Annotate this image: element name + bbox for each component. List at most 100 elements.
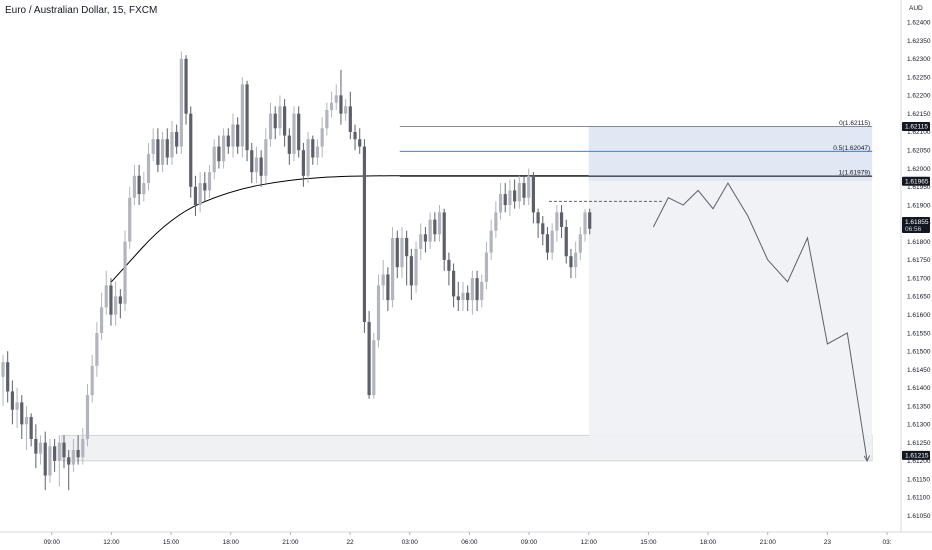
candle[interactable] [339,69,343,125]
candle[interactable] [320,117,324,158]
candle[interactable] [151,128,155,162]
candle[interactable] [268,102,273,147]
candle[interactable] [109,278,113,326]
candle[interactable] [254,146,259,184]
candle[interactable] [259,150,263,187]
candle[interactable] [24,406,29,450]
candle[interactable] [170,120,174,165]
candle[interactable] [245,80,249,162]
candle[interactable] [564,219,568,264]
candle[interactable] [95,322,99,377]
candle[interactable] [99,292,104,341]
candle[interactable] [329,91,334,118]
candle[interactable] [43,431,47,491]
candle[interactable] [222,128,226,169]
candle[interactable] [160,131,165,173]
candle[interactable] [6,351,10,403]
candle[interactable] [142,172,146,202]
candle[interactable] [283,99,287,147]
candle[interactable] [395,230,399,279]
candle[interactable] [362,139,367,333]
candle[interactable] [67,449,71,491]
candle[interactable] [71,438,76,472]
candle[interactable] [297,106,301,158]
candle[interactable] [344,99,348,121]
candle[interactable] [414,241,418,293]
candle[interactable] [76,435,80,465]
candle[interactable] [306,131,310,184]
candle[interactable] [104,270,108,315]
candle[interactable] [175,124,179,154]
candle[interactable] [456,281,460,312]
candle[interactable] [390,226,395,308]
candle[interactable] [503,183,507,213]
candle[interactable] [198,172,202,213]
candle[interactable] [193,175,198,216]
candle[interactable] [165,128,169,165]
candle[interactable] [442,208,446,271]
candle[interactable] [498,183,503,220]
candle[interactable] [461,281,465,312]
candle[interactable] [132,164,137,206]
candle[interactable] [428,212,432,249]
candle[interactable] [405,230,409,286]
candle[interactable] [90,354,94,403]
candle[interactable] [231,113,235,158]
candle[interactable] [15,387,19,428]
candle[interactable] [217,135,221,169]
candle[interactable] [531,172,535,224]
candle[interactable] [20,395,24,439]
candle[interactable] [466,285,470,312]
candle[interactable] [250,142,254,184]
candle[interactable] [475,270,479,312]
candle[interactable] [437,205,442,242]
candle[interactable] [541,216,545,246]
candle[interactable] [123,230,127,312]
candle[interactable] [522,175,526,206]
candle[interactable] [57,435,61,487]
candle[interactable] [419,223,423,260]
candle[interactable] [287,128,291,165]
candle[interactable] [578,226,582,260]
candle[interactable] [273,106,277,140]
candle[interactable] [508,179,512,216]
candle[interactable] [381,259,385,301]
candle[interactable] [513,179,517,209]
candle[interactable] [550,223,554,260]
candle[interactable] [226,128,230,154]
candle[interactable] [114,281,118,326]
candle[interactable] [179,51,183,154]
candle[interactable] [433,212,437,242]
candle[interactable] [264,128,268,184]
candle[interactable] [184,55,188,125]
candle[interactable] [53,438,57,472]
candle[interactable] [292,106,296,162]
candle[interactable] [236,117,240,154]
candle[interactable] [484,241,489,290]
candle[interactable] [325,102,329,136]
candle[interactable] [128,186,132,249]
candle[interactable] [555,205,559,242]
candle[interactable] [386,267,390,312]
candle[interactable] [29,413,33,447]
candle[interactable] [240,77,244,158]
candle[interactable] [34,424,38,469]
candle[interactable] [10,380,14,425]
candle[interactable] [48,438,52,483]
candle[interactable] [203,172,207,202]
candles-layer[interactable] [1,51,592,491]
candle[interactable] [156,128,160,173]
candle[interactable] [372,332,376,399]
candle[interactable] [315,139,320,165]
candle[interactable] [278,95,282,136]
candle[interactable] [489,219,493,260]
candle[interactable] [470,270,474,315]
time-axis[interactable]: 09:00 12:00 15:00 18:00 21:00 22 03:00 06:00 09:… [44,532,892,546]
candle[interactable] [137,164,141,206]
candle[interactable] [1,354,5,407]
candle[interactable] [527,168,531,206]
candle[interactable] [517,175,521,209]
candle[interactable] [574,241,578,279]
candle[interactable] [494,201,498,238]
